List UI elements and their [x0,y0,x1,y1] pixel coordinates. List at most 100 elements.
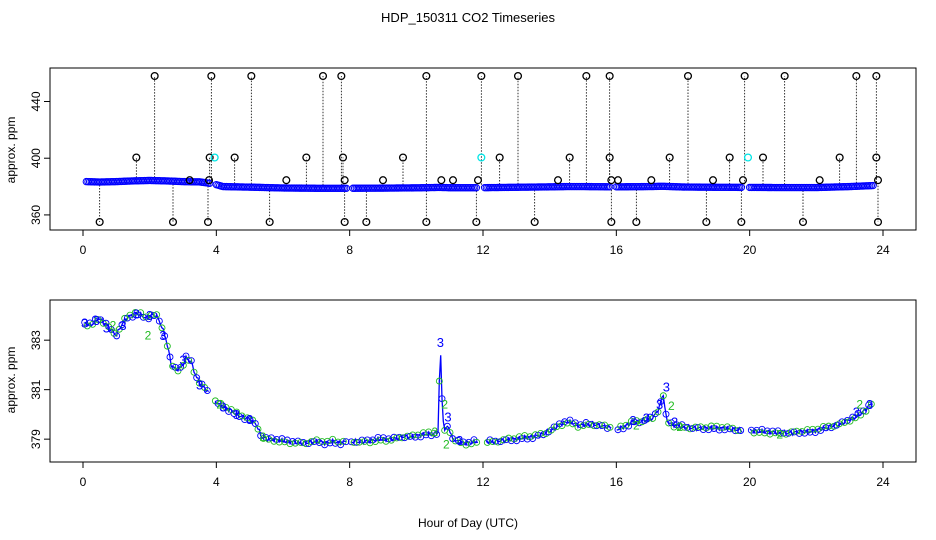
bottom-marker-3-11: 3 [246,412,253,427]
bottom-marker-3-19: 3 [671,414,678,429]
bottom-y-tick-label-1: 381 [29,379,43,399]
bottom-point-25 [147,311,155,319]
bottom-point-97 [347,438,355,446]
top-outlier-high-10 [683,71,693,81]
top-outlier-low-5 [362,217,371,227]
bottom-marker-3-14: 3 [456,433,463,448]
bottom-marker-3-10: 3 [233,407,240,422]
top-outlier-mid-13 [872,153,881,162]
bottom-marker-2-11: 2 [856,398,863,412]
top-outlier-highlight-1 [477,153,486,162]
bottom-marker-2-3: 2 [260,430,267,444]
bottom-marker-2-0: 2 [110,319,117,333]
top-outlier-near-14 [815,176,824,185]
top-outlier-near-11 [647,176,656,185]
top-outlier-low-11 [702,217,711,227]
bottom-point-130 [435,377,443,385]
bottom-point-210 [662,410,670,418]
top-x-tick-label-2: 8 [346,243,353,257]
top-outlier-near-0 [185,176,194,185]
bottom-marker-3-17: 3 [656,397,663,412]
top-panel: 0 4 8 12 16 20 24 360 400 440 approx. ppm [4,67,917,257]
bottom-marker-3-0: 3 [81,315,88,330]
top-outlier-near-12 [708,176,718,185]
top-point-455 [869,181,877,190]
top-outlier-low-9 [607,217,616,227]
top-x-ticks: 0 4 8 12 16 20 24 [80,230,890,257]
top-outlier-mid-5 [398,153,408,162]
bottom-point-236 [731,427,739,435]
bottom-point-3 [89,320,97,328]
bottom-point-183 [585,420,593,428]
bottom-point-250 [777,430,785,437]
bottom-marker-2-5: 2 [441,398,448,412]
bottom-point-197 [627,417,635,425]
top-outlier-low-13 [798,217,808,227]
bottom-point-284 [867,400,875,408]
bottom-point-221 [691,423,699,431]
top-x-tick-label-1: 4 [213,243,220,257]
top-outlier-mid-4 [338,153,348,162]
top-outlier-low-10 [632,217,641,227]
top-outlier-mid-10 [725,153,734,162]
bottom-marker-3-8: 3 [196,377,203,392]
bottom-x-tick-label-4: 16 [610,475,624,489]
top-outlier-near-10 [613,176,623,185]
bottom-x-tick-label-5: 20 [743,475,757,489]
bottom-point-211 [665,419,673,427]
bottom-point-208 [657,398,665,406]
top-outlier-low-3 [265,217,274,227]
top-outlier-mid-1 [205,153,214,162]
bottom-point-63 [254,425,262,433]
bottom-point-14 [118,321,126,329]
bottom-marker-3-9: 3 [219,400,226,415]
top-outlier-high-4 [337,71,346,81]
bottom-y-label: approx. ppm [4,347,18,414]
bottom-point-5 [94,316,102,323]
bottom-x-tick-label-2: 8 [346,475,353,489]
top-y-tick-label-1: 400 [29,148,43,168]
bottom-point-118 [403,432,411,440]
top-outlier-high-14 [872,71,881,81]
top-outlier-near-9 [607,176,616,185]
top-point-228 [472,183,481,192]
top-outlier-near-2 [282,176,291,185]
top-outlier-near-7 [473,176,483,185]
bottom-marker-3-15: 3 [629,413,636,428]
bottom-point-7 [99,319,107,327]
top-outlier-highlight-2 [743,153,753,162]
bottom-marker-3-3: 3 [119,318,126,333]
bottom-marker-2-8: 2 [668,399,675,413]
top-outlier-mid-6 [495,153,504,162]
bottom-point-4 [91,315,99,323]
top-outlier-mid-8 [605,153,614,162]
bottom-point-56 [235,413,243,421]
top-outlier-mid-11 [758,153,768,162]
bottom-marker-3-18: 3 [663,380,670,395]
bottom-marker-3-21: 3 [866,397,873,412]
bottom-point-32 [166,353,174,361]
bottom-point-207 [654,408,662,416]
bottom-marker-3-2: 3 [103,320,110,335]
top-outlier-high-9 [605,71,614,81]
top-outlier-near-13 [738,176,748,185]
top-outlier-mid-12 [835,153,844,162]
bottom-marker-2-4: 2 [431,425,438,439]
bottom-point-129 [433,430,441,438]
bottom-point-254 [787,428,795,436]
bottom-x-tick-label-3: 12 [476,475,490,489]
bottom-point-60 [246,416,254,424]
bottom-marker-2-6: 2 [443,437,450,451]
bottom-line-segment-2 [350,355,479,447]
bottom-marker-3-4: 3 [133,307,140,322]
top-outlier-low-6 [422,217,431,227]
bottom-point-170 [550,423,558,431]
top-outlier-mid-3 [302,153,311,162]
bottom-point-31 [163,342,171,350]
top-outlier-high-3 [318,71,328,81]
bottom-marker-3-12: 3 [437,335,444,350]
bottom-point-188 [598,422,606,430]
bottom-marker-3-1: 3 [93,313,100,328]
bottom-x-ticks: 0 4 8 12 16 20 24 [80,462,890,489]
